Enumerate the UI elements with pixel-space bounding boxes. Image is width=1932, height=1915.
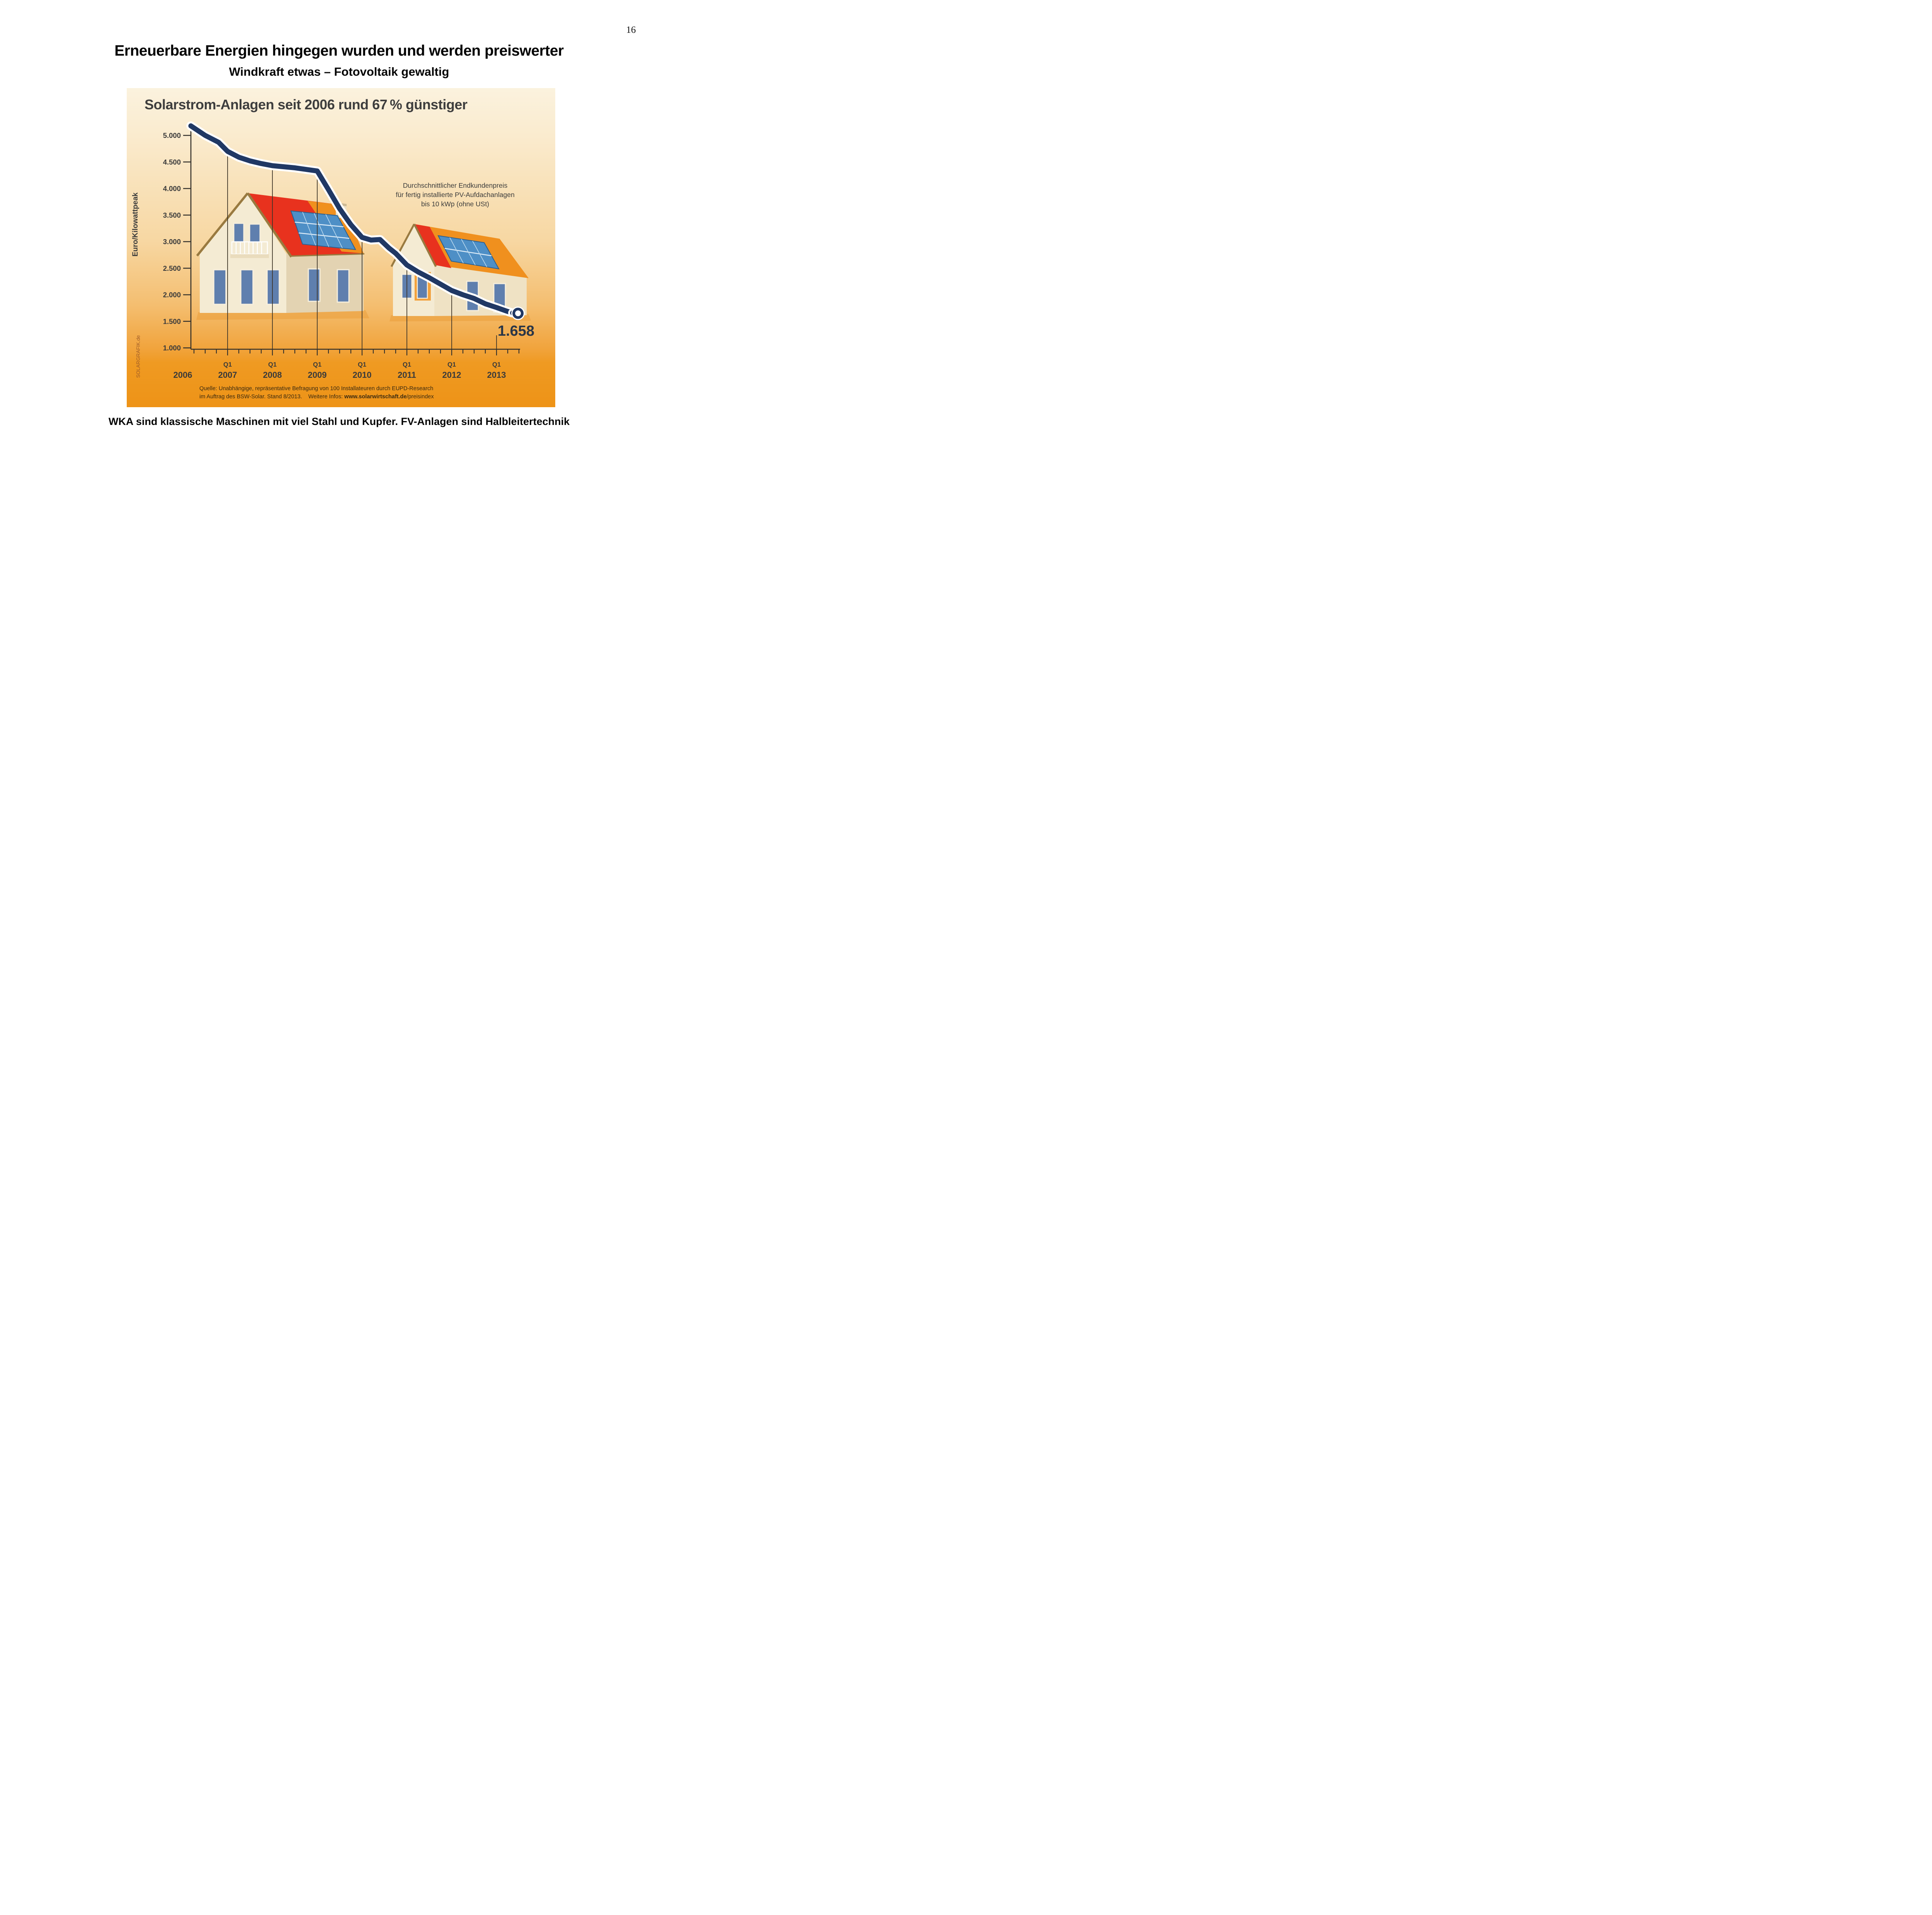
price-chart: 5.000 4.500 4.000 3.500 3.000 2.500 2.000 1.500… bbox=[163, 121, 531, 380]
left-house bbox=[196, 192, 365, 313]
solar-panel-array bbox=[290, 210, 356, 250]
y-tick-label: 3.500 bbox=[163, 211, 181, 219]
price-chart-panel: 5.000 4.500 4.000 3.500 3.000 2.500 2.000 1.500… bbox=[127, 88, 555, 407]
window bbox=[240, 269, 254, 305]
x-tick-label: 2007 bbox=[218, 370, 237, 380]
y-tick-label: 2.500 bbox=[163, 264, 181, 272]
x-tick-label: 2008 bbox=[263, 370, 282, 380]
axes bbox=[183, 131, 520, 355]
y-tick-label: 1.500 bbox=[163, 317, 181, 325]
q1-tick-label: Q1 bbox=[268, 361, 277, 368]
y-axis-title: Euro/Kilowattpeak bbox=[131, 192, 139, 257]
footer-text: WKA sind klassische Maschinen mit viel S… bbox=[108, 416, 570, 427]
q1-tick-label: Q1 bbox=[358, 361, 366, 368]
source-note: Quelle: Unabhängige, repräsentative Befr… bbox=[199, 385, 532, 401]
annotation-line: für fertig installierte PV-Aufdachanlage… bbox=[396, 191, 515, 199]
right-house-roof-red-strip bbox=[414, 224, 451, 268]
source-line2: im Auftrag des BSW-Solar. Stand 8/2013. … bbox=[199, 394, 345, 400]
x-tick-label: 2012 bbox=[442, 370, 461, 380]
source-line1: Quelle: Unabhängige, repräsentative Befr… bbox=[199, 386, 434, 392]
end-value-label: 1.658 bbox=[497, 323, 535, 339]
window bbox=[308, 268, 321, 302]
x-tick-label: 2006 bbox=[173, 370, 192, 380]
x-tick-label: 2013 bbox=[487, 370, 506, 380]
window bbox=[266, 269, 280, 305]
y-tick-label: 1.000 bbox=[163, 344, 181, 352]
page-subtitle: Windkraft etwas – Fotovoltaik gewaltig bbox=[229, 65, 449, 78]
y-tick-label: 4.500 bbox=[163, 158, 181, 166]
window bbox=[233, 223, 245, 243]
houses-illustration bbox=[196, 192, 531, 321]
x-tick-label: 2010 bbox=[353, 370, 372, 380]
price-line bbox=[186, 121, 525, 320]
watermark: SOLARGRAFIK.de bbox=[135, 335, 141, 378]
q1-tick-label: Q1 bbox=[447, 361, 456, 368]
axis-tick-labels: 5.000 4.500 4.000 3.500 3.000 2.500 2.000 1.500… bbox=[163, 131, 506, 380]
annotation-line: bis 10 kWp (ohne USt) bbox=[421, 200, 490, 208]
year-gridlines bbox=[227, 153, 497, 349]
source-url: www.solarwirtschaft.de bbox=[344, 394, 407, 400]
window bbox=[337, 269, 350, 303]
chart-annotation: Durchschnittlicher Endkundenpreis für fe… bbox=[366, 181, 544, 209]
slide: 16 Erneuerbare Energien hingegen wurden … bbox=[0, 0, 678, 479]
annotation-line: Durchschnittlicher Endkundenpreis bbox=[403, 182, 508, 189]
balcony-slab bbox=[230, 254, 269, 258]
y-tick-label: 5.000 bbox=[163, 131, 181, 139]
q1-tick-label: Q1 bbox=[313, 361, 321, 368]
x-tick-label: 2009 bbox=[308, 370, 327, 380]
y-tick-label: 3.000 bbox=[163, 238, 181, 246]
q1-tick-label: Q1 bbox=[492, 361, 501, 368]
x-tick-label: 2011 bbox=[398, 370, 416, 380]
source-line2-suffix: /preisindex bbox=[406, 394, 434, 400]
q1-tick-label: Q1 bbox=[403, 361, 411, 368]
q1-tick-label: Q1 bbox=[223, 361, 232, 368]
page-number: 16 bbox=[626, 25, 636, 35]
chart-title: Solarstrom-Anlagen seit 2006 rund 67 % g… bbox=[145, 97, 468, 112]
end-marker bbox=[512, 308, 524, 319]
y-tick-label: 4.000 bbox=[163, 185, 181, 193]
solar-panel-array bbox=[437, 235, 500, 270]
left-house-side-wall bbox=[286, 253, 364, 313]
window bbox=[213, 269, 227, 305]
page-title: Erneuerbare Energien hingegen wurden und… bbox=[114, 42, 564, 59]
window bbox=[249, 223, 261, 243]
balcony bbox=[231, 241, 268, 255]
right-house bbox=[390, 223, 529, 316]
y-tick-label: 2.000 bbox=[163, 291, 181, 299]
